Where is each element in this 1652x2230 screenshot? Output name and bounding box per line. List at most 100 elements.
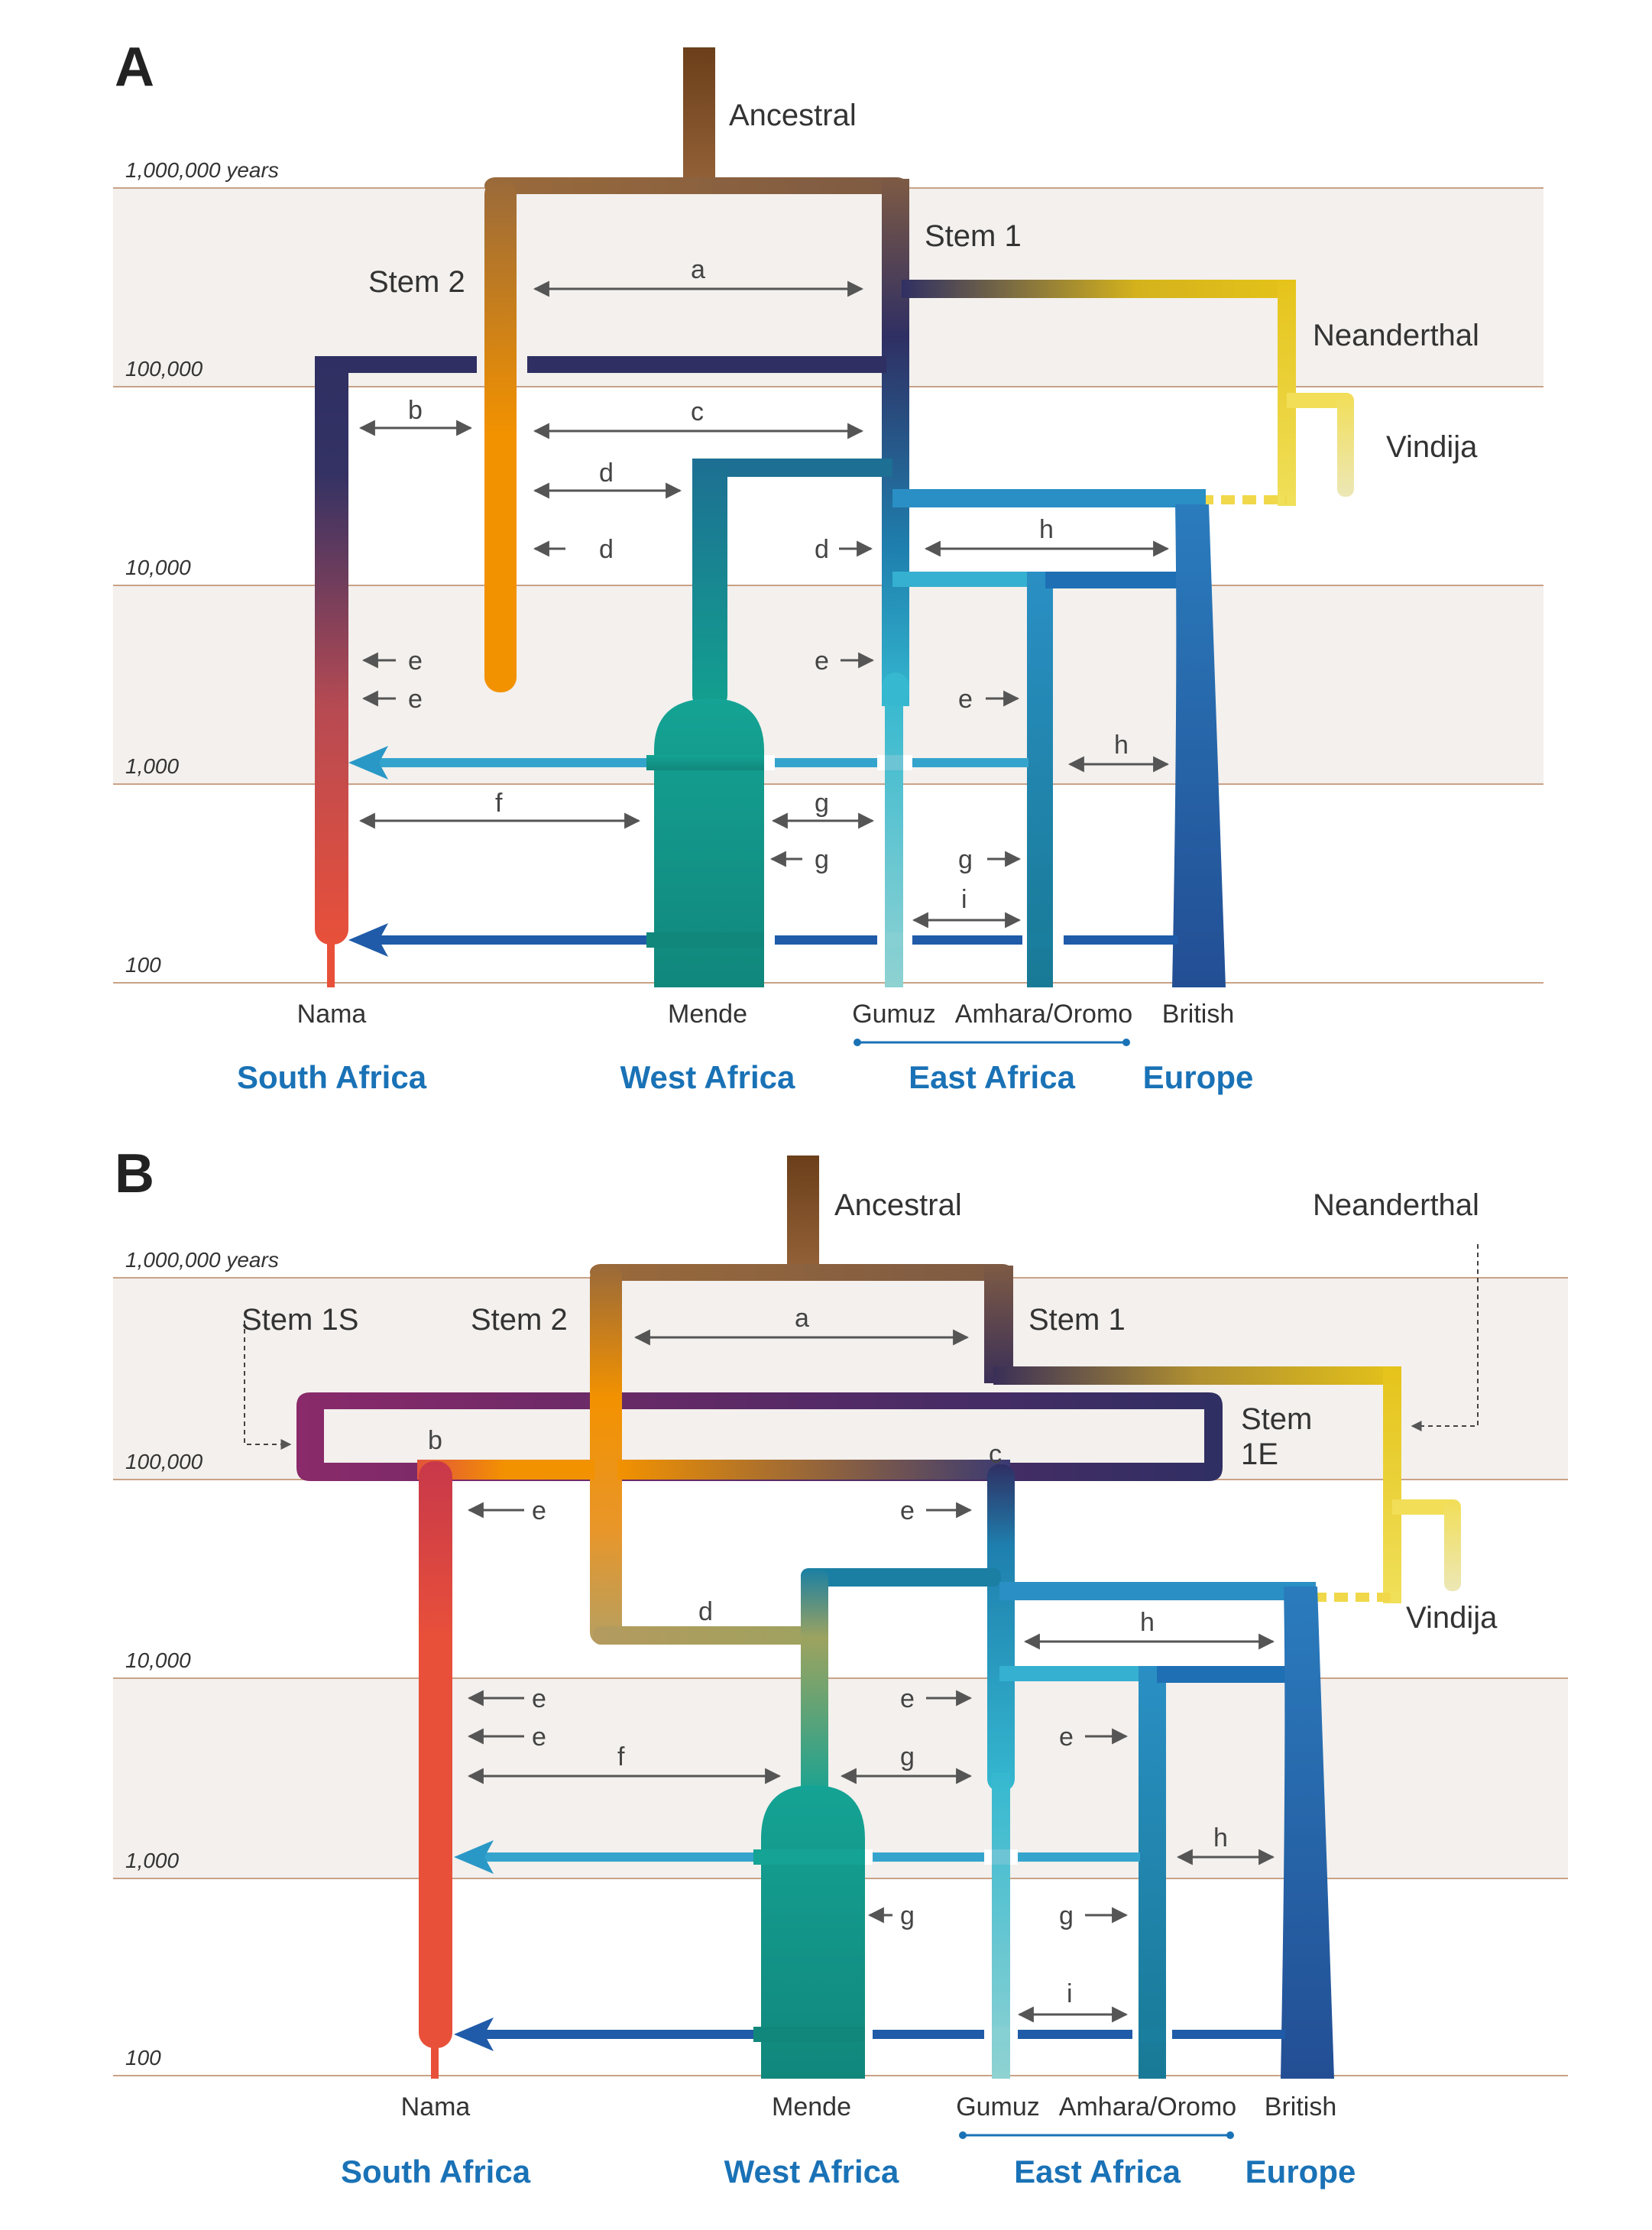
panel-a-population-labels: Nama Mende Gumuz Amhara/Oromo British bbox=[297, 1000, 1235, 1029]
pop-british-a: British bbox=[1162, 1000, 1234, 1029]
pop-british-b: British bbox=[1265, 2092, 1336, 2121]
stem-split-bar bbox=[484, 177, 908, 194]
label-stem1s-b: Stem 1S bbox=[241, 1303, 358, 1337]
stem-split-bar-b bbox=[590, 1264, 1013, 1281]
neanderthal-pointer bbox=[1411, 1244, 1479, 1431]
letter-e6-b: e bbox=[1059, 1723, 1074, 1752]
mende-stem-b bbox=[801, 1568, 828, 1802]
nama-stub-b bbox=[431, 2042, 439, 2079]
region-europe-a: Europe bbox=[1143, 1059, 1254, 1095]
vindija-branch-b bbox=[1392, 1499, 1453, 1515]
letter-h1-b: h bbox=[1140, 1608, 1155, 1637]
letter-g2: g bbox=[815, 845, 829, 874]
mende-body bbox=[654, 698, 764, 987]
amhara-lineage bbox=[1027, 572, 1053, 987]
pop-nama-a: Nama bbox=[297, 1000, 367, 1029]
letter-a-b: a bbox=[795, 1304, 809, 1333]
nama-lineage-b bbox=[419, 1461, 452, 2048]
letter-d1: d bbox=[599, 459, 614, 488]
british-branch-b bbox=[1157, 1666, 1297, 1683]
region-west-africa-b: West Africa bbox=[724, 2154, 899, 2189]
british-to-nama-migration bbox=[379, 935, 1178, 945]
letter-a: a bbox=[691, 255, 705, 284]
letter-e4: e bbox=[958, 685, 973, 714]
time-label-1m-b: 1,000,000 years bbox=[125, 1248, 279, 1272]
british-lineage bbox=[1172, 504, 1226, 987]
letter-h2: h bbox=[1114, 731, 1129, 760]
label-stem2-b: Stem 2 bbox=[471, 1303, 568, 1337]
panel-a: A 1,000,000 years 100,000 10,000 1,000 1… bbox=[113, 37, 1543, 1095]
stem1-lineage bbox=[882, 179, 909, 706]
letter-f: f bbox=[495, 789, 503, 818]
letter-e4-b: e bbox=[532, 1723, 546, 1752]
label-neanderthal-a: Neanderthal bbox=[1313, 319, 1479, 352]
ancestral-lineage-b bbox=[787, 1156, 819, 1270]
british-lineage-b bbox=[1281, 1587, 1334, 2079]
letter-h1: h bbox=[1039, 515, 1054, 544]
east-eurasian-branch-b bbox=[999, 1582, 1316, 1600]
stem1s-pointer bbox=[244, 1321, 292, 1450]
panel-b-lineages bbox=[296, 1156, 1461, 2079]
amhara-branch bbox=[892, 572, 1042, 587]
ancestral-lineage bbox=[683, 47, 715, 186]
label-stem1-a: Stem 1 bbox=[925, 219, 1022, 253]
nama-stub bbox=[327, 940, 335, 987]
pop-amhara-a: Amhara/Oromo bbox=[955, 1000, 1132, 1029]
label-vindija-b: Vindija bbox=[1406, 1601, 1498, 1635]
east-lineage-b bbox=[987, 1464, 1015, 1791]
vindija-lineage-b bbox=[1444, 1499, 1461, 1591]
pop-mende-a: Mende bbox=[668, 1000, 747, 1029]
mende-stem bbox=[692, 459, 727, 711]
mende-branch-b bbox=[801, 1568, 1001, 1587]
region-south-africa-b: South Africa bbox=[341, 2154, 531, 2189]
letter-d3: d bbox=[815, 535, 829, 564]
label-stem2-a: Stem 2 bbox=[368, 265, 465, 299]
time-label-100k: 100,000 bbox=[125, 357, 203, 381]
region-east-africa-b: East Africa bbox=[1014, 2154, 1181, 2189]
nama-branch bbox=[315, 356, 477, 373]
panel-b-dashed-pointers bbox=[244, 1244, 1479, 1450]
panel-b-migration-arrows bbox=[467, 1329, 1275, 2023]
panel-b: B 1,000,000 years 100,000 10,000 1,000 1… bbox=[113, 1143, 1568, 2189]
c-connector-bar bbox=[617, 1460, 1010, 1480]
neanderthal-branch-b bbox=[993, 1366, 1401, 1385]
label-stem1e-line2: 1E bbox=[1241, 1438, 1278, 1471]
letter-e3-b: e bbox=[532, 1684, 546, 1713]
stem2-lineage bbox=[484, 179, 517, 692]
vindija-lineage bbox=[1337, 393, 1354, 497]
letter-e2-b: e bbox=[900, 1496, 915, 1525]
pop-gumuz-b: Gumuz bbox=[956, 2092, 1040, 2121]
letter-c-b: c bbox=[989, 1440, 1002, 1469]
british-branch bbox=[1045, 572, 1190, 588]
letter-g3: g bbox=[958, 845, 973, 874]
british-to-nama-arrowhead bbox=[348, 923, 388, 957]
stem2-to-mende-bar bbox=[593, 1626, 827, 1645]
british-to-nama-migration-b bbox=[483, 2030, 1285, 2039]
time-label-1k-b: 1,000 bbox=[125, 1849, 179, 1872]
time-label-100: 100 bbox=[125, 953, 161, 977]
panel-a-time-bands bbox=[113, 187, 1543, 984]
letter-i-b: i bbox=[1067, 1979, 1073, 2008]
panel-b-letter: B bbox=[115, 1143, 154, 1204]
time-label-10k: 10,000 bbox=[125, 556, 191, 579]
neanderthal-branch bbox=[902, 280, 1293, 298]
stem1-lineage-b bbox=[984, 1266, 1013, 1383]
letter-f-b: f bbox=[617, 1742, 625, 1771]
panel-a-arrow-letters: a b c d d d h e e e e h f g g g i bbox=[408, 255, 1129, 914]
region-south-africa-a: South Africa bbox=[237, 1059, 427, 1095]
pop-nama-b: Nama bbox=[401, 2092, 471, 2121]
label-stem1e-line1: Stem bbox=[1241, 1402, 1312, 1436]
panel-b-region-labels: South Africa West Africa East Africa Eur… bbox=[341, 2154, 1356, 2189]
panel-a-migration-arrows bbox=[358, 280, 1170, 929]
letter-g1: g bbox=[815, 789, 829, 818]
letter-e3: e bbox=[815, 647, 829, 676]
letter-e1: e bbox=[408, 647, 423, 676]
letter-g1-b: g bbox=[900, 1742, 915, 1771]
time-label-10k-b: 10,000 bbox=[125, 1648, 191, 1672]
pop-gumuz-a: Gumuz bbox=[852, 1000, 936, 1029]
british-to-nama-arrowhead-b bbox=[454, 2018, 494, 2051]
letter-b-b: b bbox=[428, 1426, 442, 1455]
time-label-1m: 1,000,000 years bbox=[125, 158, 279, 182]
east-to-nama-arrowhead bbox=[348, 746, 388, 780]
